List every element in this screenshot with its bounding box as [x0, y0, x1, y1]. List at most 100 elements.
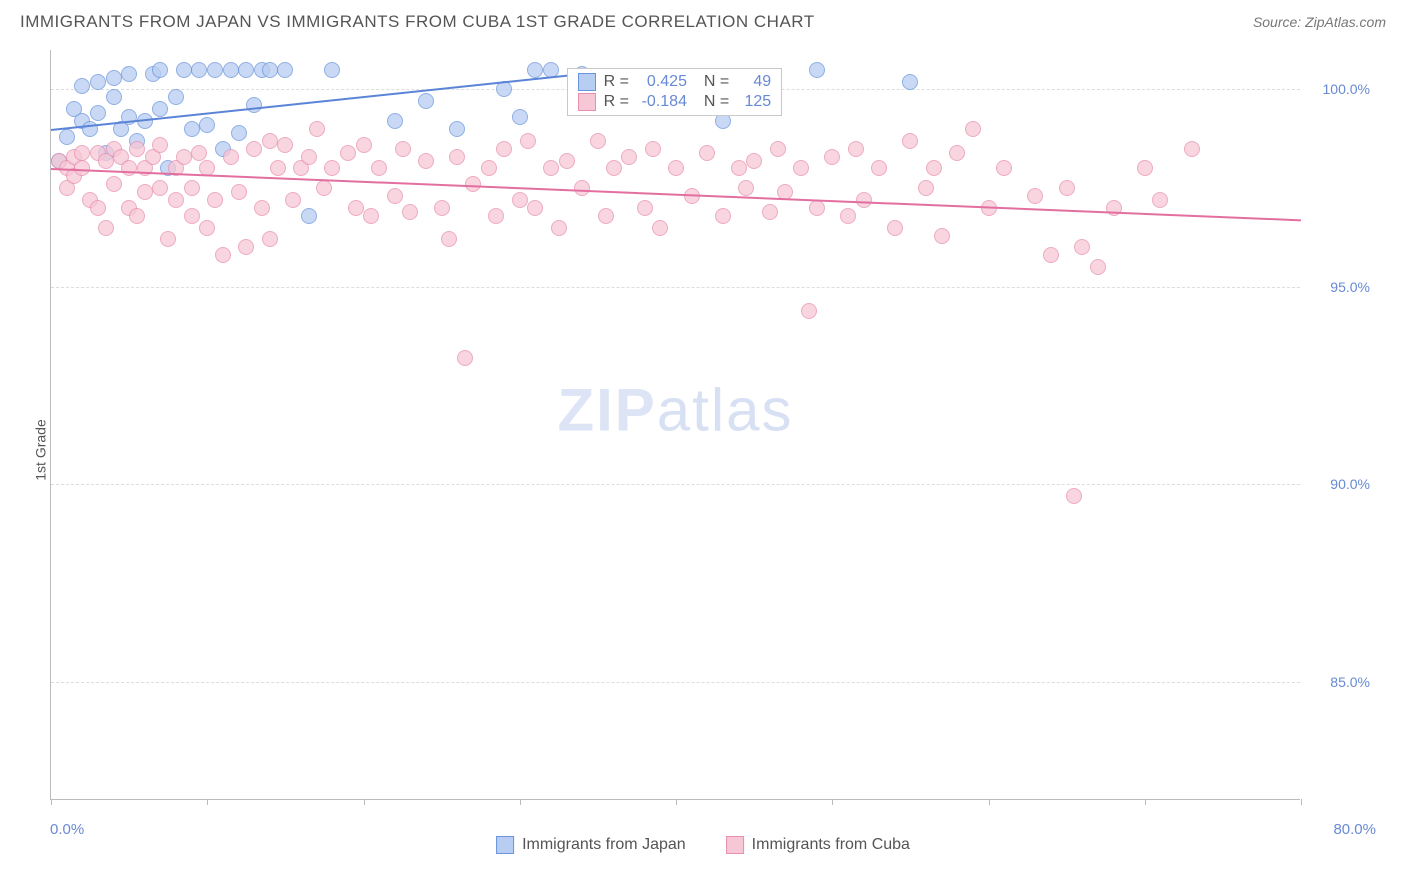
data-point: [621, 149, 637, 165]
gridline: [51, 287, 1300, 288]
data-point: [434, 200, 450, 216]
data-point: [262, 62, 278, 78]
data-point: [324, 62, 340, 78]
data-point: [74, 78, 90, 94]
x-axis-end-label: 80.0%: [1333, 821, 1376, 838]
gridline: [51, 682, 1300, 683]
data-point: [770, 141, 786, 157]
y-tick-label: 90.0%: [1330, 476, 1370, 492]
data-point: [1059, 180, 1075, 196]
data-point: [121, 66, 137, 82]
y-axis-label: 1st Grade: [33, 419, 49, 480]
data-point: [184, 180, 200, 196]
data-point: [652, 220, 668, 236]
data-point: [223, 149, 239, 165]
data-point: [184, 208, 200, 224]
data-point: [871, 160, 887, 176]
data-point: [348, 200, 364, 216]
data-point: [902, 74, 918, 90]
data-point: [246, 97, 262, 113]
data-point: [512, 109, 528, 125]
data-point: [223, 62, 239, 78]
watermark: ZIPatlas: [557, 375, 793, 444]
data-point: [324, 160, 340, 176]
data-point: [184, 121, 200, 137]
data-point: [934, 228, 950, 244]
stats-n-value: 125: [737, 93, 771, 111]
data-point: [731, 160, 747, 176]
data-point: [215, 247, 231, 263]
data-point: [90, 200, 106, 216]
x-tick: [51, 799, 52, 805]
legend-swatch-japan: [496, 836, 514, 854]
data-point: [356, 137, 372, 153]
data-point: [254, 200, 270, 216]
data-point: [574, 180, 590, 196]
stats-r-value: 0.425: [637, 73, 687, 91]
x-tick: [207, 799, 208, 805]
data-point: [1074, 239, 1090, 255]
data-point: [387, 188, 403, 204]
data-point: [168, 192, 184, 208]
data-point: [90, 74, 106, 90]
stats-swatch: [578, 93, 596, 111]
stats-n-value: 49: [737, 73, 771, 91]
data-point: [809, 200, 825, 216]
data-point: [512, 192, 528, 208]
stats-swatch: [578, 73, 596, 91]
data-point: [1152, 192, 1168, 208]
data-point: [270, 160, 286, 176]
data-point: [824, 149, 840, 165]
data-point: [340, 145, 356, 161]
data-point: [152, 180, 168, 196]
stats-n-label: N =: [695, 73, 729, 91]
data-point: [106, 70, 122, 86]
data-point: [301, 208, 317, 224]
data-point: [1090, 259, 1106, 275]
data-point: [207, 192, 223, 208]
data-point: [121, 160, 137, 176]
data-point: [746, 153, 762, 169]
trend-line: [51, 70, 614, 131]
data-point: [699, 145, 715, 161]
data-point: [199, 117, 215, 133]
data-point: [965, 121, 981, 137]
data-point: [918, 180, 934, 196]
legend-label-japan: Immigrants from Japan: [522, 836, 686, 854]
data-point: [590, 133, 606, 149]
data-point: [926, 160, 942, 176]
x-tick: [989, 799, 990, 805]
data-point: [1043, 247, 1059, 263]
data-point: [606, 160, 622, 176]
x-tick: [1301, 799, 1302, 805]
data-point: [848, 141, 864, 157]
stats-r-label: R =: [604, 93, 629, 111]
data-point: [207, 62, 223, 78]
data-point: [840, 208, 856, 224]
data-point: [402, 204, 418, 220]
x-tick: [1145, 799, 1146, 805]
data-point: [176, 62, 192, 78]
data-point: [74, 145, 90, 161]
data-point: [551, 220, 567, 236]
data-point: [363, 208, 379, 224]
data-point: [527, 200, 543, 216]
data-point: [152, 62, 168, 78]
x-tick: [676, 799, 677, 805]
data-point: [520, 133, 536, 149]
data-point: [496, 141, 512, 157]
data-point: [90, 105, 106, 121]
data-point: [887, 220, 903, 236]
data-point: [902, 133, 918, 149]
data-point: [176, 149, 192, 165]
data-point: [152, 137, 168, 153]
legend-item-cuba: Immigrants from Cuba: [726, 836, 910, 854]
x-axis-start-label: 0.0%: [50, 821, 84, 838]
data-point: [809, 62, 825, 78]
data-point: [277, 62, 293, 78]
data-point: [637, 200, 653, 216]
data-point: [559, 153, 575, 169]
data-point: [738, 180, 754, 196]
data-point: [301, 149, 317, 165]
data-point: [277, 137, 293, 153]
